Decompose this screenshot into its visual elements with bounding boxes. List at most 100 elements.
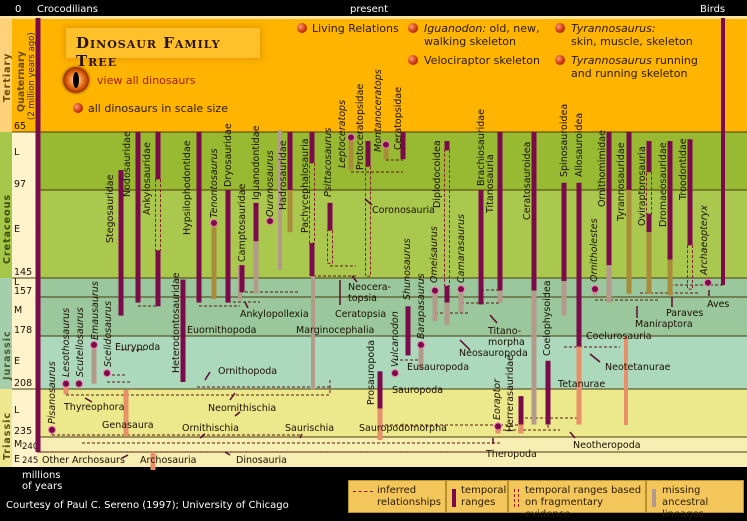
taxon-label[interactable]: Herrerasauridae <box>505 355 516 432</box>
taxon-label[interactable]: Prosauropoda <box>366 340 377 405</box>
trex2-desc[interactable]: running <box>651 54 698 67</box>
taxon-camarasaurus[interactable]: Camarasaurus <box>456 214 467 312</box>
taxon-leptoceratops[interactable]: Leptoceratops <box>337 100 355 171</box>
taxon-label[interactable]: Iguanodontidae <box>251 125 262 200</box>
scale-size-label[interactable]: all dinosaurs in scale size <box>88 102 228 115</box>
taxon-oviraptorosauria[interactable]: Oviraptorosauria <box>637 141 652 294</box>
taxon-pisanosaurus[interactable]: Pisanosaurus <box>47 361 58 434</box>
taxon-spinosauroidea[interactable]: Spinosauroidea <box>559 104 570 316</box>
taxon-label[interactable]: Camptosauridae <box>237 184 248 262</box>
taxon-scelidosaurus[interactable]: Scelidosaurus <box>103 301 114 378</box>
trex2-name[interactable]: Tyrannosaurus <box>571 54 652 67</box>
taxon-protoceratopsidae[interactable]: Protoceratopsidae <box>355 84 371 277</box>
trex-name[interactable]: Tyrannosaurus: <box>571 22 656 35</box>
taxon-label[interactable]: Stegosauridae <box>105 174 116 243</box>
living-relations-label[interactable]: Living Relations <box>312 22 399 35</box>
taxon-ouranosaurus[interactable]: Ouranosaurus <box>265 150 276 226</box>
taxon-ornithomimidae[interactable]: Ornithomimidae <box>597 130 612 303</box>
taxon-allosauroidea[interactable]: Allosauroidea <box>574 113 585 425</box>
taxon-lesothosaurus[interactable]: Lesothosaurus <box>61 308 72 395</box>
taxon-dromaeosauridae[interactable]: Dromaeosauridae <box>658 141 673 296</box>
taxon-label[interactable]: Barapasaurus <box>416 273 427 339</box>
taxon-label[interactable]: Omeisaurus <box>429 226 440 283</box>
taxon-label[interactable]: Oviraptorosauria <box>637 146 648 226</box>
taxon-shunosaurus[interactable]: Shunosaurus <box>402 238 413 356</box>
taxon-barapasaurus[interactable]: Barapasaurus <box>416 273 427 370</box>
taxon-label[interactable]: Camarasaurus <box>456 214 467 283</box>
taxon-scutellosaurus[interactable]: Scutellosaurus <box>75 307 86 388</box>
taxon-label[interactable]: Ceratopsidae <box>393 87 404 150</box>
taxon-label[interactable]: Archaeopteryx <box>699 205 710 276</box>
taxon-label[interactable]: Pachycephalosauria <box>300 138 311 233</box>
taxon-label[interactable]: Ceratosauroidea <box>522 142 533 220</box>
taxon-omeisaurus[interactable]: Omeisaurus <box>429 226 440 322</box>
taxon-label[interactable]: Hypsilophodontidae <box>182 140 193 235</box>
taxon-label[interactable]: Titanosauria <box>485 154 496 214</box>
taxon-label[interactable]: Lesothosaurus <box>61 308 72 377</box>
iguanodon-desc2[interactable]: walking skeleton <box>424 35 516 48</box>
taxon-eoraptor[interactable]: Eoraptor <box>492 378 503 434</box>
taxon-label[interactable]: Spinosauroidea <box>559 104 570 177</box>
taxon-label[interactable]: Dryosauridae <box>223 123 234 187</box>
taxon-label[interactable]: Dromaeosauridae <box>658 142 669 227</box>
taxon-label[interactable]: Scutellosaurus <box>75 307 86 377</box>
taxon-camptosauridae[interactable]: Camptosauridae <box>237 184 248 293</box>
taxon-ceratosauroidea[interactable]: Ceratosauroidea <box>522 132 537 425</box>
taxon-iguanodontidae[interactable]: Iguanodontidae <box>251 125 262 294</box>
taxon-stegosauridae[interactable]: Stegosauridae <box>105 170 124 316</box>
taxon-label[interactable]: Scelidosaurus <box>103 301 114 367</box>
taxon-label[interactable]: Ouranosaurus <box>265 150 276 217</box>
taxon-troodontidae[interactable]: Troodontidae <box>678 138 693 290</box>
taxon-label[interactable]: Vulcanodon <box>390 311 401 367</box>
taxon-label[interactable]: Ankylosauridae <box>142 142 153 215</box>
velociraptor-label[interactable]: Velociraptor skeleton <box>424 54 540 67</box>
taxon-dryosauridae[interactable]: Dryosauridae <box>223 123 234 303</box>
taxon-label[interactable]: Emausaurus <box>90 281 101 340</box>
taxon-vulcanodon[interactable]: Vulcanodon <box>390 311 401 378</box>
taxon-label[interactable]: Eoraptor <box>492 378 503 420</box>
taxon-label[interactable]: Coelophysoidea <box>542 280 553 356</box>
taxon-archaeopteryx[interactable]: Archaeopteryx <box>699 205 712 287</box>
trex-desc[interactable]: skin, muscle, skeleton <box>571 35 693 48</box>
taxon-prosauropoda[interactable]: Prosauropoda <box>366 340 383 440</box>
taxon-tenontosaurus[interactable]: Tenontosaurus <box>209 148 220 299</box>
taxon-label[interactable]: Diplodocoidea <box>432 140 443 208</box>
taxon-coelophysoidea[interactable]: Coelophysoidea <box>542 280 553 425</box>
taxon-emausaurus[interactable]: Emausaurus <box>90 281 101 384</box>
taxon-label[interactable]: Heterodontosauridae <box>171 272 182 373</box>
taxon-ornitholestes[interactable]: Ornitholestes <box>589 218 600 296</box>
taxon-tyrannosauridae[interactable]: Tyrannosauridae <box>616 132 632 294</box>
taxon-label[interactable]: Allosauroidea <box>574 113 585 177</box>
iguanodon-desc[interactable]: old, new, <box>486 22 540 35</box>
taxon-titanosauria[interactable]: Titanosauria <box>485 132 503 303</box>
taxon-label[interactable]: Protoceratopsidae <box>355 84 366 170</box>
taxon-herrerasauridae[interactable]: Herrerasauridae <box>505 355 524 434</box>
view-all-label[interactable]: view all dinosaurs <box>97 74 196 87</box>
taxon-label[interactable]: Troodontidae <box>678 138 689 201</box>
taxon-label[interactable]: Montanoceratops <box>373 69 384 152</box>
taxon-label[interactable]: Ornitholestes <box>589 218 600 282</box>
taxon-label[interactable]: Tyrannosauridae <box>616 142 627 222</box>
taxon-label[interactable]: Leptoceratops <box>337 100 348 168</box>
taxon-label[interactable]: Pisanosaurus <box>47 361 58 424</box>
taxon-ceratopsidae[interactable]: Ceratopsidae <box>393 87 406 160</box>
taxon-heterodontosauridae[interactable]: Heterodontosauridae <box>171 272 186 382</box>
taxon-label[interactable]: Shunosaurus <box>402 238 413 300</box>
taxon-montanoceratops[interactable]: Montanoceratops <box>373 69 390 160</box>
taxon-diplodocoidea[interactable]: Diplodocoidea <box>432 140 450 325</box>
eye-icon[interactable] <box>63 67 89 93</box>
taxon-label[interactable]: Psittacosaurus <box>323 128 334 197</box>
taxon-label[interactable]: Ornithomimidae <box>597 130 608 207</box>
taxon-pachycephalosauria[interactable]: Pachycephalosauria <box>300 132 315 277</box>
iguanodon-name[interactable]: Iguanodon: <box>424 22 487 35</box>
taxon-label[interactable]: Hadrosauridae <box>278 140 289 210</box>
taxon-hadrosauridae[interactable]: Hadrosauridae <box>278 132 293 233</box>
taxon-psittacosaurus[interactable]: Psittacosaurus <box>323 128 334 264</box>
taxon-label[interactable]: Nodosauridae <box>122 131 133 197</box>
taxon-brachiosauridae[interactable]: Brachiosauridae <box>476 109 487 305</box>
taxon-ankylosauridae[interactable]: Ankylosauridae <box>142 132 161 307</box>
trex2-desc2[interactable]: and running skeleton <box>571 67 688 80</box>
taxon-label[interactable]: Brachiosauridae <box>476 109 487 186</box>
taxon-label[interactable]: Tenontosaurus <box>209 148 220 218</box>
taxon-hypsilophodontidae[interactable]: Hypsilophodontidae <box>182 132 202 303</box>
